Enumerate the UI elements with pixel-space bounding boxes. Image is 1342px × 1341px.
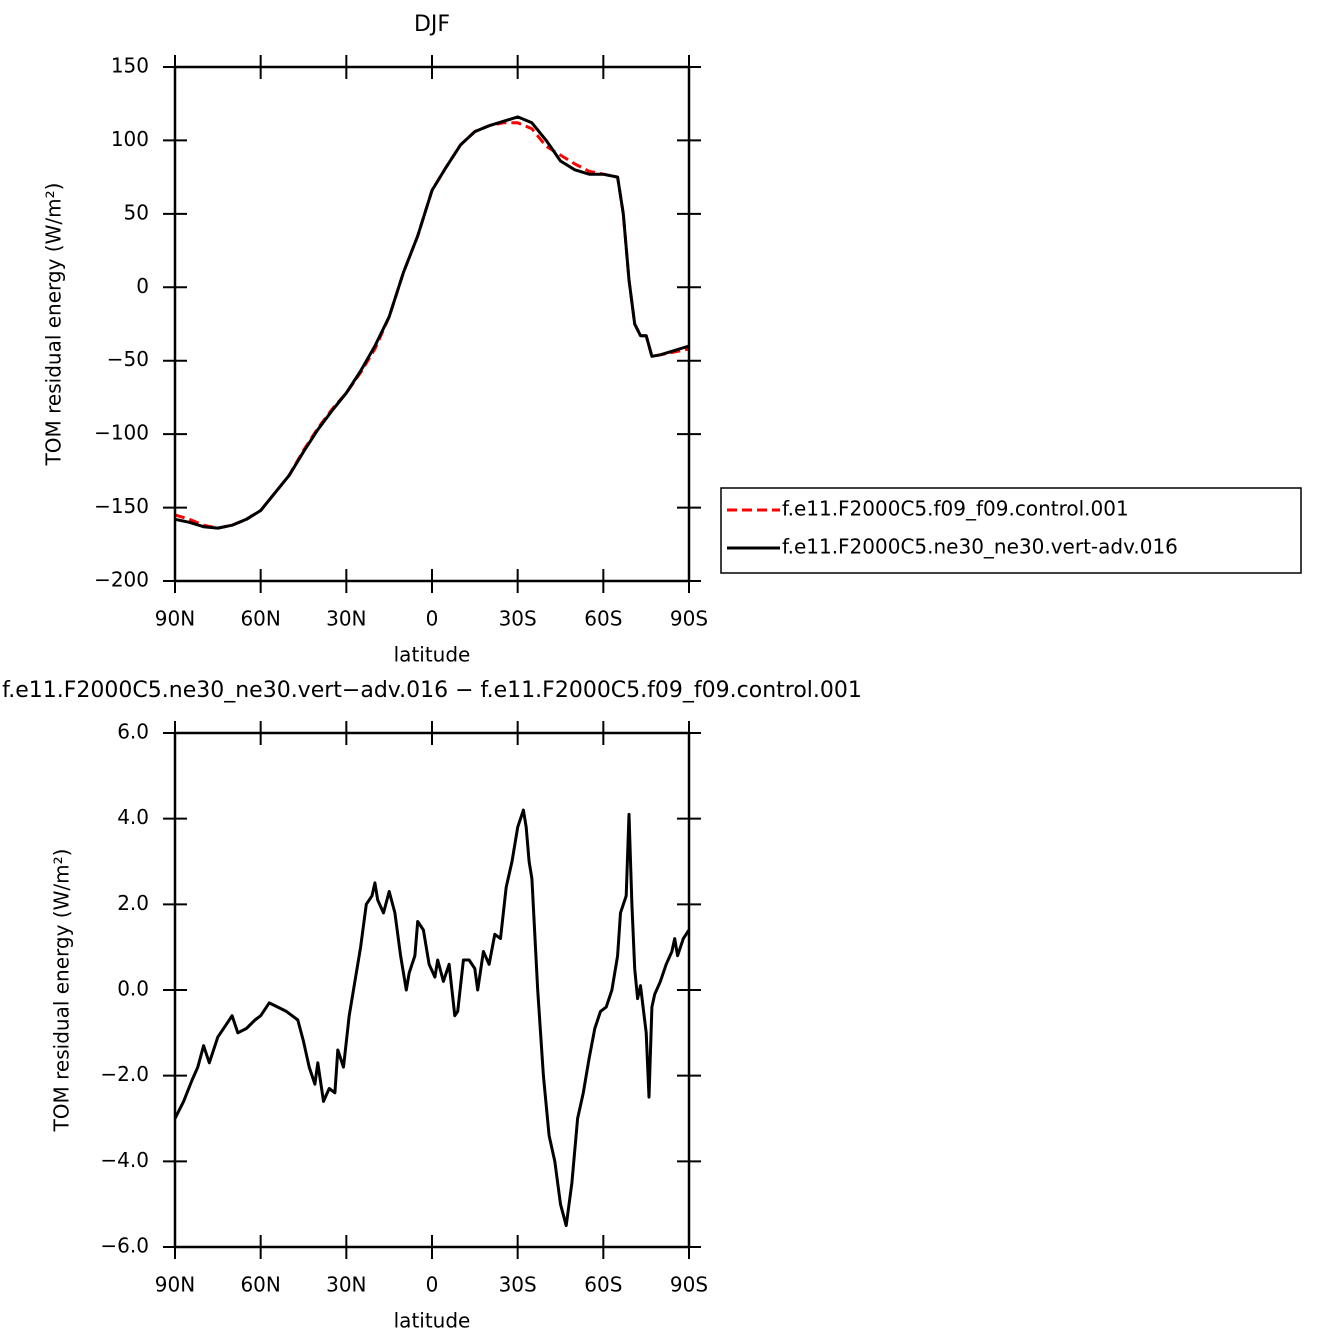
x-tick-label: 60S — [584, 1273, 622, 1297]
y-tick-label: 50 — [124, 200, 149, 224]
y-axis-label: TOM residual energy (W/m²) — [50, 849, 74, 1133]
y-tick-label: 4.0 — [117, 805, 149, 829]
legend-label: f.e11.F2000C5.f09_f09.control.001 — [782, 497, 1129, 521]
y-tick-label: −150 — [94, 494, 149, 518]
x-tick-label: 0 — [426, 607, 439, 631]
data-line — [173, 808, 691, 1228]
x-tick-label: 60N — [240, 607, 280, 631]
x-tick-label: 90S — [670, 607, 708, 631]
x-tick-label: 60N — [240, 1273, 280, 1297]
x-tick-label: 30S — [499, 607, 537, 631]
y-tick-label: −50 — [107, 347, 149, 371]
y-tick-label: 100 — [111, 127, 149, 151]
data-line — [174, 115, 690, 530]
y-axis-label: TOM residual energy (W/m²) — [42, 183, 66, 467]
x-tick-label: 0 — [426, 1273, 439, 1297]
x-tick-label: 60S — [584, 607, 622, 631]
x-tick-label: 90N — [155, 607, 195, 631]
x-axis-label: latitude — [394, 1309, 471, 1333]
y-tick-label: 6.0 — [117, 720, 149, 744]
y-tick-label: −2.0 — [100, 1062, 149, 1086]
x-tick-label: 30N — [326, 607, 366, 631]
legend-label: f.e11.F2000C5.ne30_ne30.vert-adv.016 — [782, 535, 1178, 559]
y-tick-label: −100 — [94, 421, 149, 445]
y-tick-label: 0 — [136, 274, 149, 298]
legend-box — [720, 487, 1302, 574]
x-tick-label: 30S — [499, 1273, 537, 1297]
y-tick-label: −200 — [94, 568, 149, 592]
x-tick-label: 90S — [670, 1273, 708, 1297]
chart-title: f.e11.F2000C5.ne30_ne30.vert−adv.016 − f… — [2, 678, 862, 703]
x-tick-label: 90N — [155, 1273, 195, 1297]
plot-frame — [173, 65, 691, 583]
x-tick-label: 30N — [326, 1273, 366, 1297]
y-tick-label: −6.0 — [100, 1234, 149, 1258]
y-tick-label: 0.0 — [117, 977, 149, 1001]
y-tick-label: 2.0 — [117, 891, 149, 915]
data-line — [174, 121, 690, 530]
y-tick-label: −4.0 — [100, 1148, 149, 1172]
y-tick-label: 150 — [111, 54, 149, 78]
chart-title: DJF — [414, 12, 450, 37]
x-axis-label: latitude — [394, 643, 471, 667]
